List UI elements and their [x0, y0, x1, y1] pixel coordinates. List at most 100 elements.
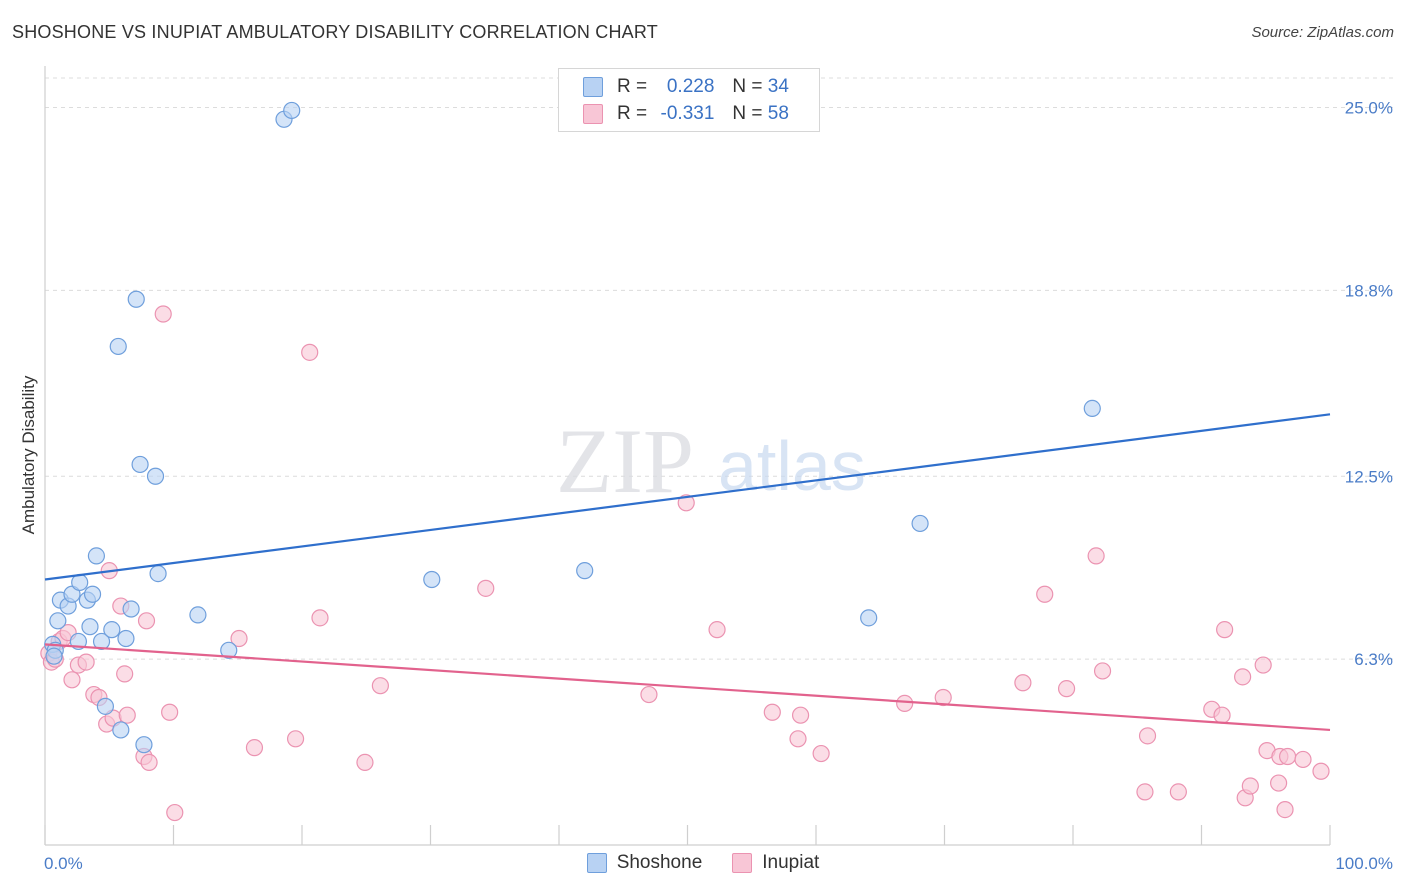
- inupiat-point[interactable]: [1276, 800, 1294, 819]
- inupiat-point[interactable]: [1234, 668, 1252, 686]
- inupiat-point[interactable]: [154, 305, 172, 323]
- inupiat-point[interactable]: [116, 665, 134, 683]
- shoshone-point[interactable]: [146, 467, 165, 485]
- inupiat-trend-line: [44, 643, 1331, 732]
- shoshone-point[interactable]: [189, 606, 207, 624]
- legend-label-shoshone: Shoshone: [616, 852, 703, 873]
- shoshone-point[interactable]: [127, 290, 145, 308]
- shoshone-point[interactable]: [911, 514, 929, 533]
- shoshone-point[interactable]: [45, 647, 63, 665]
- inupiat-point[interactable]: [371, 677, 389, 695]
- inupiat-point[interactable]: [677, 494, 695, 512]
- inupiat-point[interactable]: [763, 703, 781, 721]
- shoshone-swatch: [583, 77, 603, 97]
- shoshone-point[interactable]: [1083, 399, 1101, 417]
- legend-r-label: R =: [617, 76, 648, 97]
- inupiat-point[interactable]: [1138, 727, 1157, 745]
- inupiat-point[interactable]: [245, 739, 264, 757]
- inupiat-point[interactable]: [63, 671, 81, 689]
- inupiat-point[interactable]: [166, 803, 184, 822]
- inupiat-point[interactable]: [1057, 680, 1076, 698]
- source-label: Source: ZipAtlas.com: [1251, 24, 1394, 41]
- inupiat-point[interactable]: [161, 703, 179, 721]
- shoshone-point[interactable]: [117, 629, 135, 648]
- inupiat-point[interactable]: [1169, 783, 1187, 801]
- shoshone-point[interactable]: [283, 101, 301, 120]
- shoshone-point[interactable]: [135, 736, 153, 754]
- axes: [44, 66, 1331, 846]
- legend-n-value-inupiat: 58: [767, 103, 789, 124]
- shoshone-trend-line: [44, 413, 1331, 581]
- inupiat-point[interactable]: [812, 744, 830, 763]
- legend-r-label: R =: [617, 103, 648, 124]
- shoshone-point[interactable]: [83, 585, 102, 603]
- shoshone-point[interactable]: [81, 618, 99, 636]
- shoshone-point[interactable]: [92, 632, 111, 651]
- tick-labels: 6.3% 12.5% 18.8% 25.0% 0.0% 100.0%: [44, 99, 1393, 874]
- inupiat-point[interactable]: [934, 688, 952, 707]
- x-tick-label-max: 100.0%: [1335, 854, 1393, 873]
- inupiat-point[interactable]: [1014, 674, 1032, 692]
- legend-item-inupiat[interactable]: Inupiat: [732, 852, 819, 874]
- inupiat-point[interactable]: [1093, 662, 1112, 680]
- shoshone-point[interactable]: [112, 721, 130, 739]
- y-axis-label: Ambulatory Disability: [19, 375, 38, 534]
- shoshone-point[interactable]: [860, 609, 878, 627]
- shoshone-point[interactable]: [131, 455, 149, 474]
- inupiat-point[interactable]: [1036, 585, 1054, 603]
- inupiat-point[interactable]: [1278, 747, 1297, 766]
- inupiat-point[interactable]: [356, 753, 374, 772]
- inupiat-point[interactable]: [791, 706, 810, 724]
- inupiat-point[interactable]: [640, 685, 658, 704]
- inupiat-point[interactable]: [1136, 783, 1154, 801]
- inupiat-point[interactable]: [77, 653, 95, 671]
- shoshone-point[interactable]: [49, 612, 67, 630]
- shoshone-point[interactable]: [220, 641, 238, 659]
- inupiat-point[interactable]: [1254, 656, 1272, 674]
- inupiat-point[interactable]: [708, 621, 726, 639]
- inupiat-point[interactable]: [896, 694, 914, 713]
- inupiat-point[interactable]: [301, 343, 319, 361]
- watermark-atlas: atlas: [718, 427, 866, 505]
- shoshone-point[interactable]: [103, 621, 121, 639]
- shoshone-point[interactable]: [149, 564, 167, 583]
- y-tick-label: 18.8%: [1345, 281, 1393, 300]
- shoshone-swatch: [586, 853, 607, 873]
- inupiat-point[interactable]: [286, 730, 305, 748]
- inupiat-point[interactable]: [1216, 621, 1234, 639]
- inupiat-point[interactable]: [1269, 774, 1288, 792]
- inupiat-point[interactable]: [137, 612, 156, 630]
- inupiat-point[interactable]: [1087, 547, 1105, 565]
- inupiat-point[interactable]: [1312, 762, 1330, 780]
- shoshone-point[interactable]: [96, 697, 114, 715]
- watermark-zip: ZIP: [556, 410, 694, 512]
- inupiat-point[interactable]: [477, 579, 495, 597]
- inupiat-point[interactable]: [140, 753, 158, 772]
- shoshone-point[interactable]: [109, 337, 127, 356]
- y-tick-label: 25.0%: [1345, 99, 1393, 118]
- shoshone-point[interactable]: [122, 600, 140, 618]
- inupiat-point[interactable]: [230, 629, 248, 648]
- legend-n-value-shoshone: 34: [767, 76, 789, 97]
- legend: R = 0.228 N = 34 R = -0.331 N = 58: [558, 68, 820, 132]
- bottom-legend: Shoshone Inupiat: [0, 852, 1406, 874]
- inupiat-point[interactable]: [311, 609, 329, 627]
- inupiat-point[interactable]: [118, 706, 136, 724]
- legend-label-inupiat: Inupiat: [762, 852, 820, 873]
- gridlines: [45, 77, 1395, 660]
- shoshone-point[interactable]: [423, 570, 441, 589]
- y-tick-label: 6.3%: [1354, 650, 1393, 669]
- watermark: ZIP atlas: [556, 410, 866, 512]
- inupiat-point[interactable]: [789, 730, 807, 748]
- shoshone-point[interactable]: [87, 547, 106, 565]
- legend-item-shoshone[interactable]: Shoshone: [586, 852, 703, 874]
- inupiat-point[interactable]: [1241, 777, 1259, 795]
- legend-r-value-shoshone: 0.228: [666, 76, 715, 97]
- y-tick-label: 12.5%: [1345, 467, 1393, 486]
- inupiat-point[interactable]: [1213, 706, 1231, 724]
- inupiat-point[interactable]: [1294, 750, 1312, 769]
- trend-lines: [44, 413, 1331, 732]
- shoshone-point[interactable]: [576, 562, 594, 580]
- legend-r-value-inupiat: -0.331: [660, 103, 715, 124]
